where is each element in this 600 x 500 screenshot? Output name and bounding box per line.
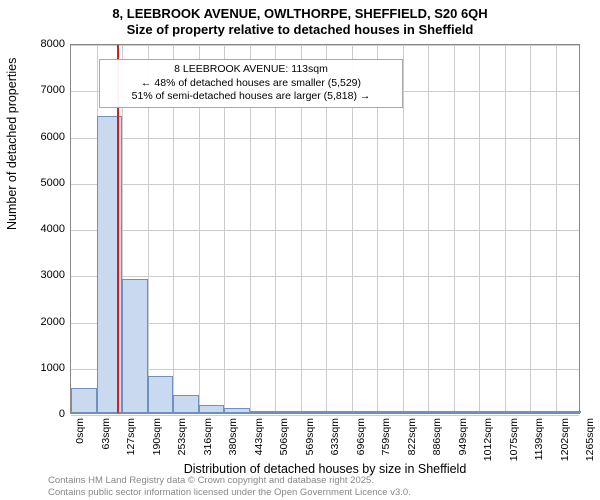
x-tick-label: 949sqm [457, 418, 469, 455]
histogram-bar [556, 411, 582, 413]
histogram-bar [428, 411, 454, 413]
y-tick-label: 6000 [25, 131, 65, 143]
x-tick-label: 1265sqm [584, 418, 596, 461]
y-tick-label: 7000 [25, 84, 65, 96]
y-tick-label: 5000 [25, 177, 65, 189]
histogram-bar [326, 411, 352, 413]
histogram-bar [479, 411, 505, 413]
x-tick-label: 886sqm [431, 418, 443, 455]
histogram-bar [173, 395, 199, 414]
y-axis-label: Number of detached properties [5, 58, 19, 230]
x-tick-label: 443sqm [253, 418, 265, 455]
histogram-bar [403, 411, 429, 413]
chart-title: 8, LEEBROOK AVENUE, OWLTHORPE, SHEFFIELD… [0, 6, 600, 21]
x-tick-label: 1202sqm [559, 418, 571, 461]
plot-area: 8 LEEBROOK AVENUE: 113sqm ← 48% of detac… [70, 44, 580, 414]
histogram-bar [301, 411, 327, 413]
annotation-line-3: 51% of semi-detached houses are larger (… [106, 90, 396, 104]
footer-line-1: Contains HM Land Registry data © Crown c… [48, 475, 411, 486]
y-tick-label: 2000 [25, 316, 65, 328]
histogram-bar [275, 411, 301, 413]
footer-attribution: Contains HM Land Registry data © Crown c… [48, 475, 411, 498]
y-tick-label: 1000 [25, 362, 65, 374]
x-tick-label: 190sqm [151, 418, 163, 455]
footer-line-2: Contains public sector information licen… [48, 487, 411, 498]
x-tick-label: 1012sqm [482, 418, 494, 461]
x-axis-label: Distribution of detached houses by size … [70, 462, 580, 476]
x-tick-label: 316sqm [202, 418, 214, 455]
histogram-bar [377, 411, 403, 413]
annotation-box: 8 LEEBROOK AVENUE: 113sqm ← 48% of detac… [99, 59, 403, 108]
chart-subtitle: Size of property relative to detached ho… [0, 22, 600, 37]
x-tick-label: 380sqm [227, 418, 239, 455]
x-tick-label: 1139sqm [533, 418, 545, 460]
histogram-bar [122, 279, 148, 413]
x-tick-label: 506sqm [278, 418, 290, 455]
histogram-bar [352, 411, 378, 413]
x-tick-label: 0sqm [74, 418, 86, 444]
y-tick-label: 4000 [25, 223, 65, 235]
histogram-bar [199, 405, 225, 413]
x-tick-label: 127sqm [125, 418, 137, 455]
property-size-histogram: 8, LEEBROOK AVENUE, OWLTHORPE, SHEFFIELD… [0, 0, 600, 500]
x-tick-label: 822sqm [406, 418, 418, 455]
y-tick-label: 3000 [25, 269, 65, 281]
y-tick-label: 8000 [25, 38, 65, 50]
x-tick-label: 696sqm [355, 418, 367, 455]
x-tick-label: 759sqm [380, 418, 392, 455]
y-tick-label: 0 [25, 408, 65, 420]
histogram-bar [148, 376, 174, 413]
histogram-bar [505, 411, 531, 413]
annotation-line-2: ← 48% of detached houses are smaller (5,… [106, 77, 396, 91]
x-tick-label: 253sqm [176, 418, 188, 455]
x-tick-label: 569sqm [304, 418, 316, 455]
histogram-bar [71, 388, 97, 413]
histogram-bar [250, 411, 276, 413]
x-tick-label: 633sqm [329, 418, 341, 455]
x-tick-label: 1075sqm [508, 418, 520, 461]
histogram-bar [224, 408, 250, 413]
x-tick-label: 63sqm [100, 418, 112, 450]
annotation-line-1: 8 LEEBROOK AVENUE: 113sqm [106, 63, 396, 77]
histogram-bar [454, 411, 480, 413]
histogram-bar [530, 411, 556, 413]
